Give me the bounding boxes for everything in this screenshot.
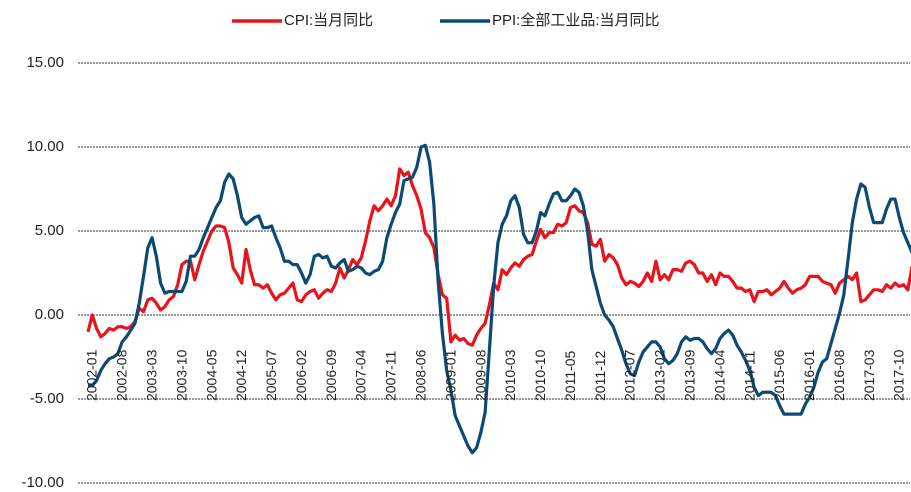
legend-label: CPI:当月同比 [284, 12, 373, 29]
x-tick-label: 2010-10 [532, 349, 548, 401]
x-tick-label: 2003-10 [173, 349, 189, 401]
x-tick-label: 2009-08 [472, 349, 488, 401]
x-tick-label: 2016-01 [801, 349, 817, 401]
x-tick-label: 2006-09 [323, 349, 339, 401]
x-tick-label: 2003-03 [143, 349, 159, 401]
x-tick-label: 2010-03 [502, 349, 518, 401]
x-tick-label: 2004-05 [203, 349, 219, 401]
line-series [86, 167, 911, 347]
y-tick-label: 5.00 [35, 222, 64, 239]
x-tick-label: 2007-11 [383, 350, 399, 401]
x-tick-label: 2002-01 [84, 349, 100, 401]
x-tick-label: 2014-04 [711, 349, 727, 401]
x-tick-label: 2013-09 [682, 349, 698, 401]
x-tick-label: 2007-04 [353, 349, 369, 401]
x-tick-label: 2011-05 [562, 350, 578, 401]
line-series [88, 143, 911, 455]
x-tick-label: 2009-01 [442, 349, 458, 401]
x-tick-label: 2008-06 [412, 349, 428, 401]
y-tick-label: 10.00 [26, 138, 64, 155]
x-tick-label: 2017-03 [861, 349, 877, 401]
x-tick-label: 2005-07 [263, 349, 279, 401]
y-tick-label: -5.00 [30, 390, 64, 407]
x-tick-label: 2016-08 [831, 349, 847, 401]
x-tick-label: 2013-02 [652, 349, 668, 401]
x-tick-label: 2017-10 [891, 349, 907, 401]
legend-label: PPI:全部工业品:当月同比 [492, 11, 660, 29]
y-tick-label: 15.00 [26, 54, 64, 71]
x-tick-label: 2012-07 [622, 349, 638, 401]
y-tick-label: 0.00 [35, 306, 64, 323]
x-tick-label: 2014-11 [741, 350, 757, 401]
y-tick-label: -10.00 [21, 474, 64, 491]
x-tick-label: 2002-08 [114, 349, 130, 401]
x-tick-label: 2015-06 [771, 349, 787, 401]
x-tick-label: 2006-02 [293, 349, 309, 401]
x-tick-label: 2011-12 [592, 350, 608, 401]
x-tick-label: 2004-12 [233, 349, 249, 401]
